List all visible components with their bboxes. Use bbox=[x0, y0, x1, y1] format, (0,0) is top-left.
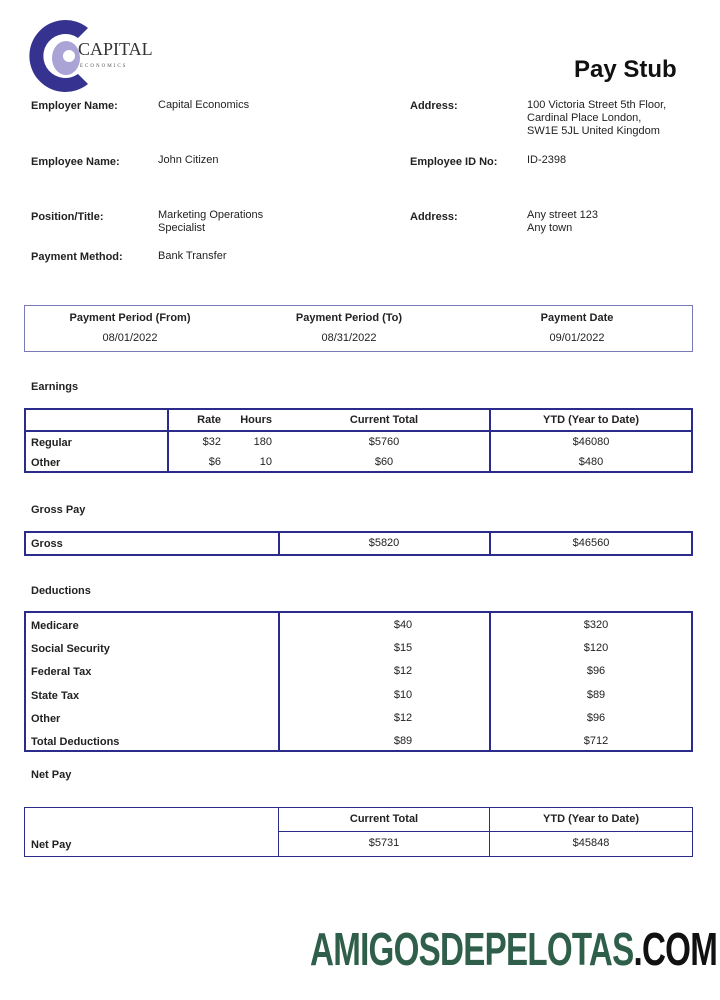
row-label: Medicare bbox=[31, 620, 79, 632]
ytd: $120 bbox=[583, 642, 609, 655]
row-label: Total Deductions bbox=[31, 736, 120, 748]
gross-current: $5820 bbox=[368, 537, 400, 549]
page-title: Pay Stub bbox=[574, 56, 677, 83]
deductions-table bbox=[24, 611, 693, 752]
position-value: Marketing Operations Specialist bbox=[158, 209, 264, 234]
period-from-label: Payment Period (From) bbox=[69, 312, 191, 324]
row-label: Regular bbox=[31, 437, 72, 449]
employer-address: 100 Victoria Street 5th Floor, Cardinal … bbox=[527, 99, 667, 137]
earnings-title: Earnings bbox=[31, 381, 79, 393]
payment-method-value: Bank Transfer bbox=[158, 250, 227, 262]
row-label: Other bbox=[31, 712, 61, 725]
current-total: $89 bbox=[393, 735, 413, 747]
current-total: $10 bbox=[393, 688, 413, 701]
position-label: Position/Title: bbox=[31, 211, 104, 223]
employee-label: Employee Name: bbox=[31, 156, 120, 168]
row-label: Social Security bbox=[31, 643, 110, 656]
gross-label: Gross bbox=[31, 538, 63, 550]
period-to-value: 08/31/2022 bbox=[321, 332, 377, 344]
payment-method-label: Payment Method: bbox=[31, 251, 123, 263]
current-total: $60 bbox=[374, 456, 394, 468]
employer-value: Capital Economics bbox=[158, 99, 250, 111]
hours: 10 bbox=[259, 456, 272, 468]
logo-subtitle: ECONOMICS bbox=[80, 64, 128, 69]
row-label: Other bbox=[31, 457, 61, 469]
rate: $32 bbox=[202, 436, 221, 448]
net-pay-title: Net Pay bbox=[31, 769, 72, 781]
current-total: $40 bbox=[393, 619, 413, 631]
current-total: $5760 bbox=[368, 436, 400, 448]
gross-pay-title: Gross Pay bbox=[31, 504, 86, 516]
net-pay-table bbox=[24, 807, 693, 857]
period-from-value: 08/01/2022 bbox=[102, 332, 158, 344]
payment-date-label: Payment Date bbox=[540, 312, 614, 324]
logo-name: CAPITAL bbox=[78, 39, 153, 59]
hours-header: Hours bbox=[240, 414, 272, 426]
employer-label: Employer Name: bbox=[31, 100, 118, 112]
row-label: Federal Tax bbox=[31, 666, 92, 679]
current-total-header: Current Total bbox=[349, 414, 419, 426]
watermark-main: AMIGOSDEPELOTAS bbox=[310, 923, 634, 975]
ytd: $712 bbox=[583, 735, 609, 747]
ytd: $46080 bbox=[572, 436, 610, 448]
current-total: $12 bbox=[393, 665, 413, 678]
rate-header: Rate bbox=[197, 414, 221, 426]
deductions-title: Deductions bbox=[31, 585, 91, 597]
employee-value: John Citizen bbox=[158, 154, 219, 166]
ytd-header: YTD (Year to Date) bbox=[543, 414, 639, 426]
ytd: $96 bbox=[586, 711, 606, 724]
hours: 180 bbox=[253, 436, 272, 448]
employee-address: Any street 123 Any town bbox=[527, 209, 598, 234]
watermark-suffix: .COM bbox=[633, 923, 718, 975]
ytd: $320 bbox=[583, 619, 609, 631]
payment-period-box bbox=[24, 305, 693, 352]
current-total: $12 bbox=[393, 711, 413, 724]
ytd: $89 bbox=[586, 688, 606, 701]
watermark: AMIGOSDEPELOTAS.COM bbox=[310, 922, 718, 976]
net-current-header: Current Total bbox=[349, 813, 419, 825]
gross-ytd: $46560 bbox=[572, 537, 610, 549]
current-total: $15 bbox=[393, 642, 413, 655]
gross-table bbox=[24, 531, 693, 556]
net-ytd: $45848 bbox=[572, 837, 610, 849]
period-to-label: Payment Period (To) bbox=[295, 312, 403, 324]
employee-id-label: Employee ID No: bbox=[410, 156, 498, 168]
payment-date-value: 09/01/2022 bbox=[549, 332, 605, 344]
net-current: $5731 bbox=[368, 837, 400, 849]
address-label: Address: bbox=[410, 100, 458, 112]
employee-id-value: ID-2398 bbox=[527, 154, 567, 166]
net-pay-label: Net Pay bbox=[31, 839, 72, 851]
ytd: $96 bbox=[586, 665, 606, 678]
capital-economics-logo bbox=[29, 20, 89, 93]
earnings-table bbox=[24, 408, 693, 473]
ytd: $480 bbox=[578, 456, 604, 468]
net-ytd-header: YTD (Year to Date) bbox=[543, 813, 639, 825]
employee-address-label: Address: bbox=[410, 211, 458, 223]
row-label: State Tax bbox=[31, 689, 80, 702]
rate: $6 bbox=[208, 456, 221, 468]
